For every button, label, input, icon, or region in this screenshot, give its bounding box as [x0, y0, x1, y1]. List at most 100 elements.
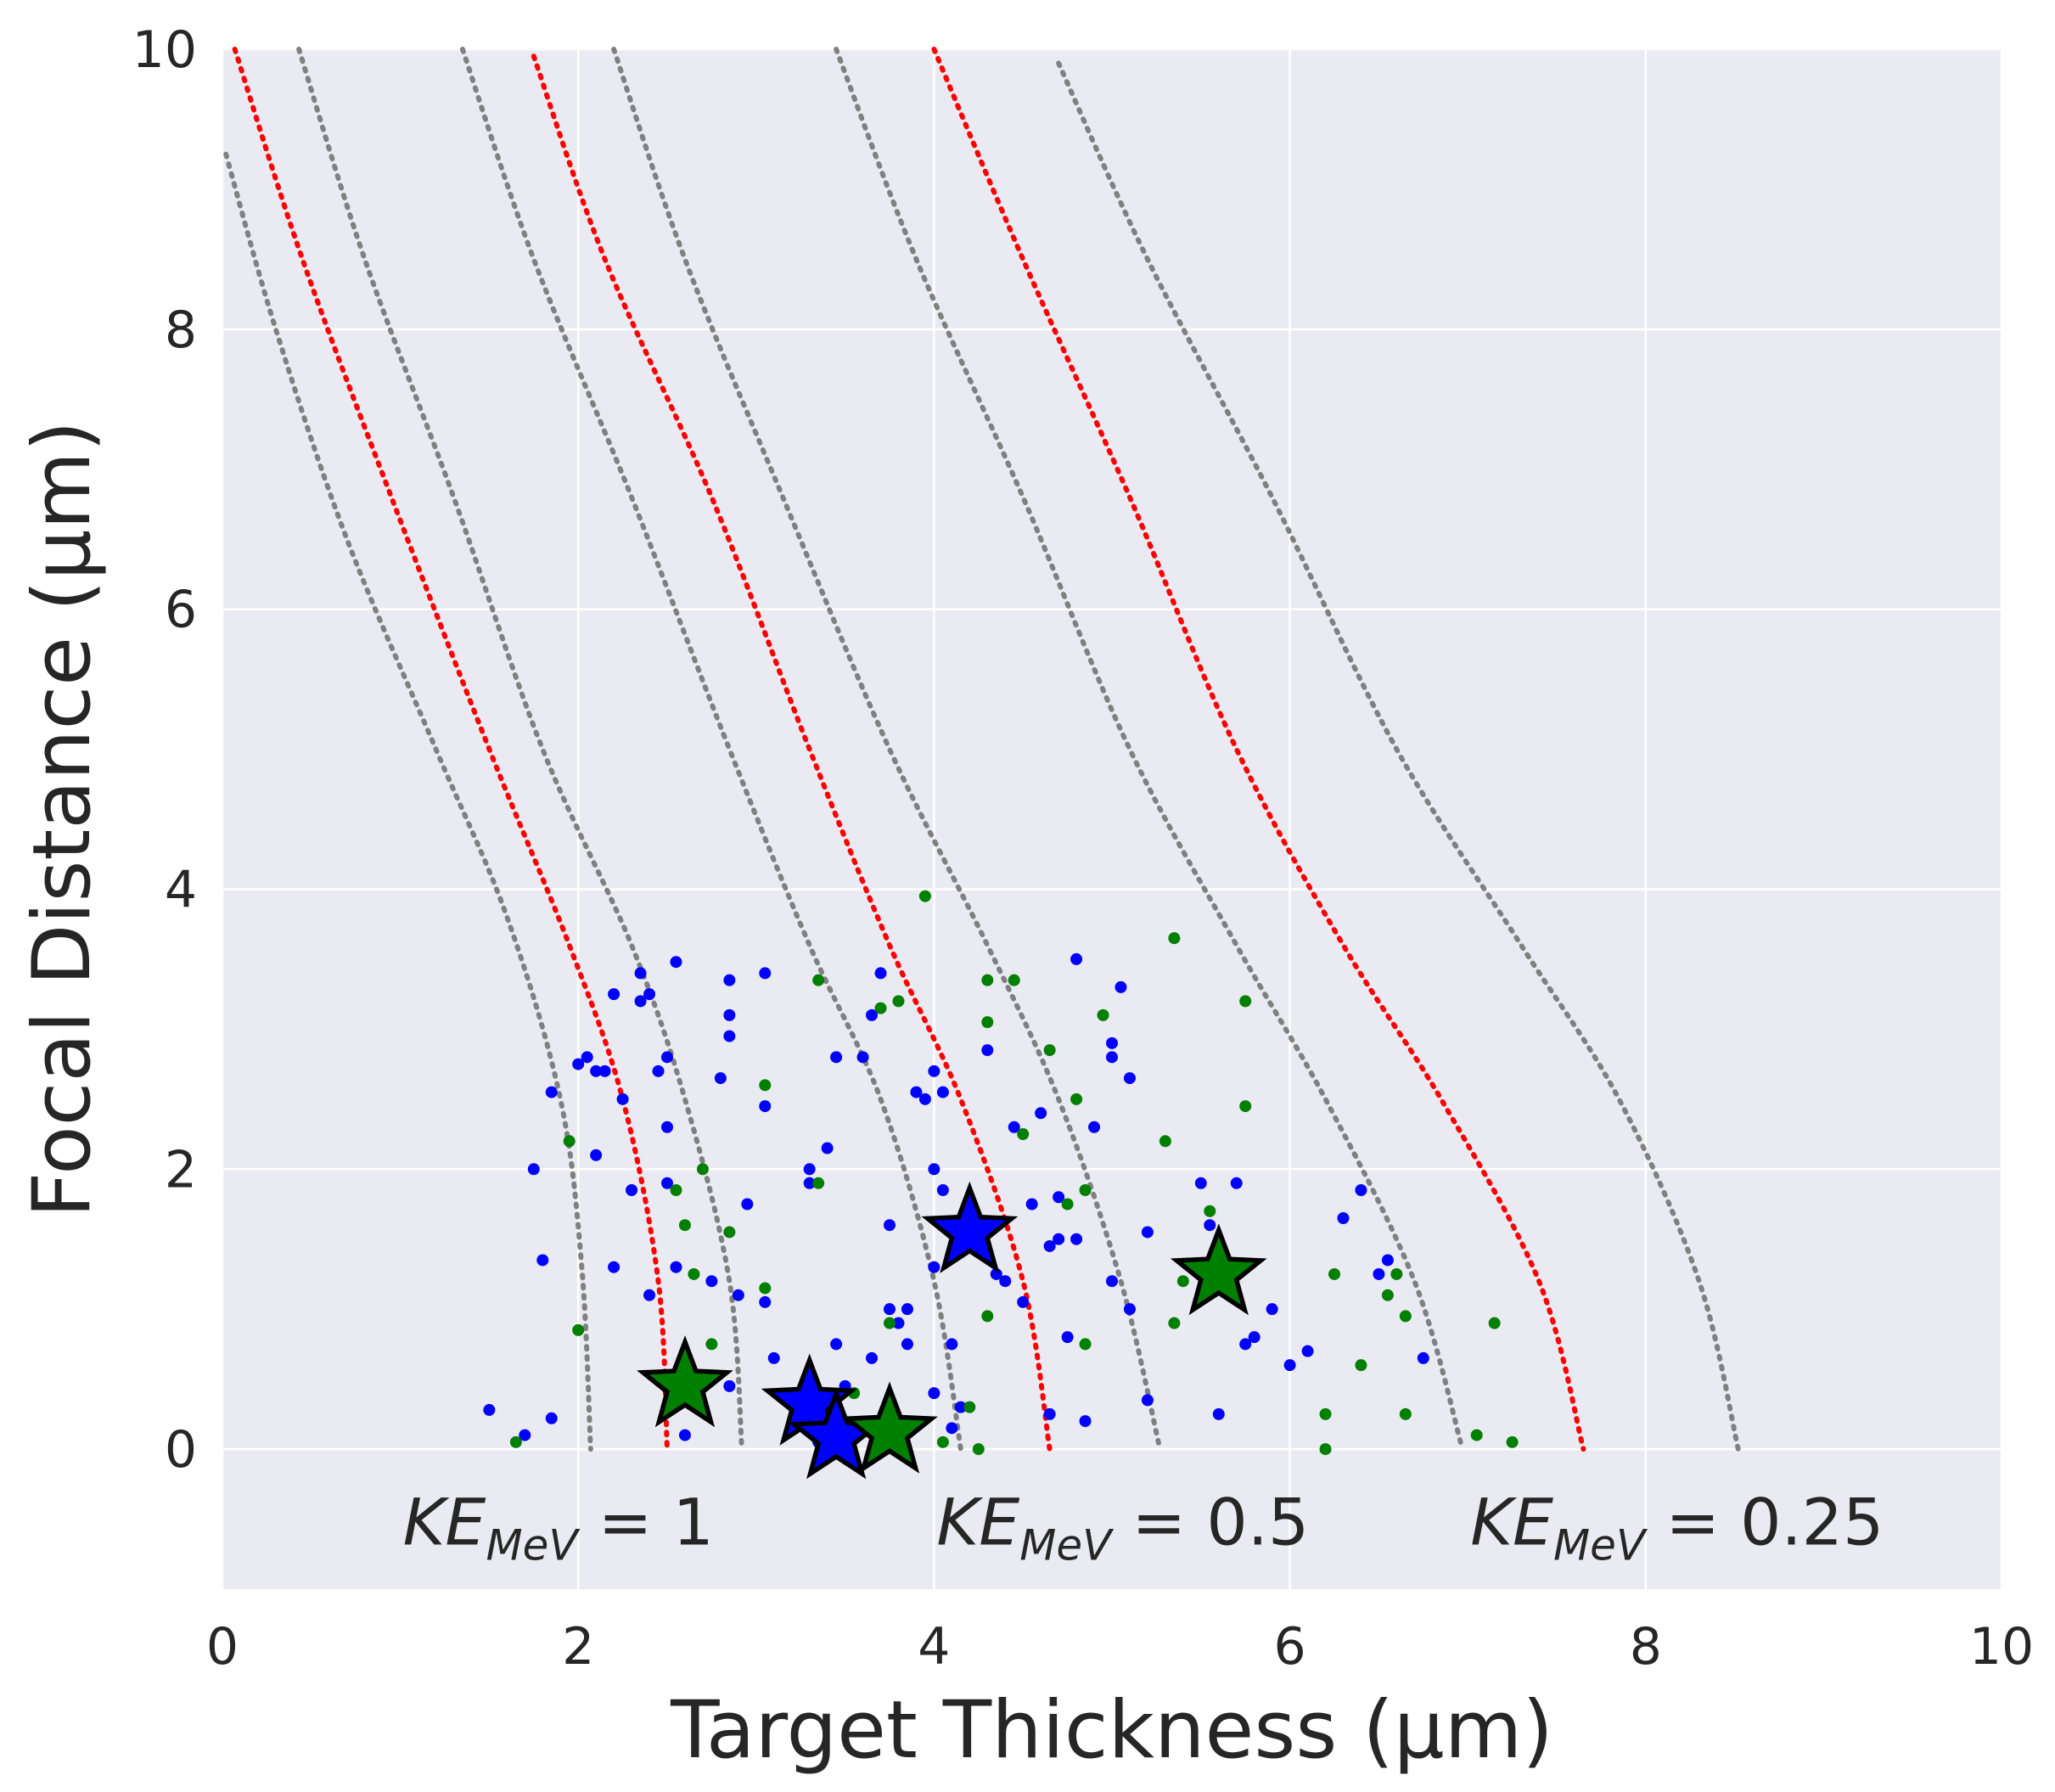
scatter-point-green: [1079, 1184, 1092, 1197]
scatter-point-green: [936, 1435, 949, 1448]
scatter-point-blue: [1417, 1351, 1429, 1364]
star-marker-blue: [921, 1181, 1019, 1273]
scatter-point-green: [1061, 1198, 1074, 1211]
scatter-point-green: [963, 1401, 976, 1413]
scatter-point-green: [1399, 1407, 1412, 1420]
scatter-point-blue: [1194, 1177, 1207, 1189]
scatter-point-green: [1168, 1317, 1181, 1329]
scatter-point-blue: [999, 1275, 1012, 1288]
scatter-point-blue: [910, 1086, 923, 1098]
scatter-point-blue: [581, 1051, 593, 1064]
scatter-point-blue: [856, 1051, 869, 1064]
scatter-point-green: [1239, 1100, 1252, 1113]
scatter-point-blue: [634, 995, 647, 1008]
y-tick-labels: 0 2 4 6 8 10: [132, 20, 197, 1480]
scatter-point-blue: [821, 1142, 834, 1154]
scatter-point-blue: [626, 1184, 638, 1197]
scatter-point-green: [1488, 1317, 1501, 1329]
scatter-point-blue: [946, 1422, 958, 1435]
scatter-point-blue: [759, 1295, 772, 1308]
scatter-point-green: [1176, 1275, 1189, 1288]
scatter-point-blue: [1043, 1239, 1056, 1252]
scatter-point-blue: [661, 1177, 673, 1189]
contour-line-gray: [296, 47, 745, 1452]
y-tick-label: 10: [132, 20, 197, 80]
scatter-point-green: [1008, 974, 1020, 986]
scatter-point-blue: [918, 1093, 931, 1105]
star-marker-green: [637, 1335, 733, 1428]
scatter-point-blue: [723, 1379, 736, 1392]
scatter-point-blue: [545, 1086, 558, 1098]
scatter-point-green: [1390, 1267, 1403, 1280]
scatter-point-blue: [928, 1261, 940, 1273]
scatter-point-green: [1204, 1205, 1216, 1217]
scatter-point-green: [892, 995, 905, 1008]
scatter-point-green: [572, 1323, 585, 1336]
scatter-point-blue: [1106, 1051, 1118, 1064]
scatter-point-blue: [1017, 1295, 1030, 1308]
scatter-point-blue: [928, 1387, 940, 1400]
scatter-point-blue: [590, 1065, 603, 1077]
star-marker-green: [841, 1381, 938, 1474]
contour-line-red: [931, 47, 1586, 1452]
scatter-point-blue: [1266, 1303, 1278, 1316]
scatter-point-blue: [1061, 1331, 1074, 1344]
scatter-point-blue: [643, 1289, 656, 1301]
scatter-point-blue: [661, 1051, 673, 1064]
scatter-point-green: [874, 1002, 887, 1014]
scatter-point-blue: [661, 1121, 673, 1133]
scatter-point-green: [678, 1219, 691, 1232]
scatter-point-blue: [866, 1351, 879, 1364]
scatter-point-green: [812, 1177, 825, 1189]
scatter-point-green: [981, 974, 994, 986]
scatter-point-blue: [901, 1303, 913, 1316]
scatter-point-green: [981, 1310, 994, 1323]
scatter-point-blue: [527, 1163, 540, 1176]
x-tick-label: 8: [1630, 1617, 1662, 1677]
scatter-point-blue: [1070, 1233, 1083, 1245]
scatter-point-blue: [1106, 1275, 1118, 1288]
scatter-point-blue: [483, 1403, 496, 1416]
scatter-point-blue: [830, 1338, 843, 1351]
star-markers: [637, 1181, 1267, 1480]
ke-annotation: KEMeV = 0.25: [1470, 1484, 1884, 1570]
scatter-point-blue: [1106, 1036, 1118, 1049]
scatter-point-blue: [678, 1429, 691, 1441]
scatter-point-green: [1355, 1359, 1367, 1372]
scatter-point-blue: [1230, 1177, 1243, 1189]
y-tick-label: 2: [165, 1140, 197, 1199]
scatter-point-blue: [1141, 1394, 1154, 1407]
scatter-point-blue: [1301, 1345, 1314, 1357]
scatter-point-blue: [572, 1058, 585, 1070]
scatter-point-blue: [519, 1429, 531, 1441]
scatter-point-blue: [884, 1303, 896, 1316]
annotations: KEMeV = 1 KEMeV = 0.5 KEMeV = 0.25: [403, 1484, 1884, 1570]
contour-line-gray: [459, 47, 963, 1452]
scatter-point-blue: [936, 1086, 949, 1098]
contour-lines: [223, 47, 1741, 1452]
scatter-point-green: [1043, 1044, 1056, 1057]
scatter-point-blue: [928, 1163, 940, 1176]
y-tick-label: 4: [165, 860, 197, 919]
scatter-point-blue: [759, 1100, 772, 1113]
scatter-point-green: [1017, 1128, 1030, 1141]
scatter-point-blue: [652, 1065, 665, 1077]
scatter-point-green: [670, 1184, 682, 1197]
scatter-point-blue: [1070, 952, 1083, 965]
scatter-point-blue: [1088, 1121, 1101, 1133]
x-tick-label: 6: [1274, 1617, 1306, 1677]
scatter-point-blue: [1141, 1226, 1154, 1239]
ke-annotation: KEMeV = 0.5: [936, 1484, 1309, 1570]
scatter-point-blue: [874, 967, 887, 980]
scatter-point-green: [1168, 932, 1181, 945]
star-marker-green: [1170, 1223, 1267, 1316]
scatter-point-blue: [670, 1261, 682, 1273]
contour-line-gray: [223, 151, 593, 1452]
scatter-point-blue: [616, 1093, 629, 1105]
contour-line-red: [232, 47, 670, 1452]
scatter-point-green: [1079, 1338, 1092, 1351]
scatter-point-blue: [901, 1338, 913, 1351]
scatter-point-green: [1319, 1443, 1332, 1456]
scatter-point-blue: [1123, 1072, 1136, 1085]
